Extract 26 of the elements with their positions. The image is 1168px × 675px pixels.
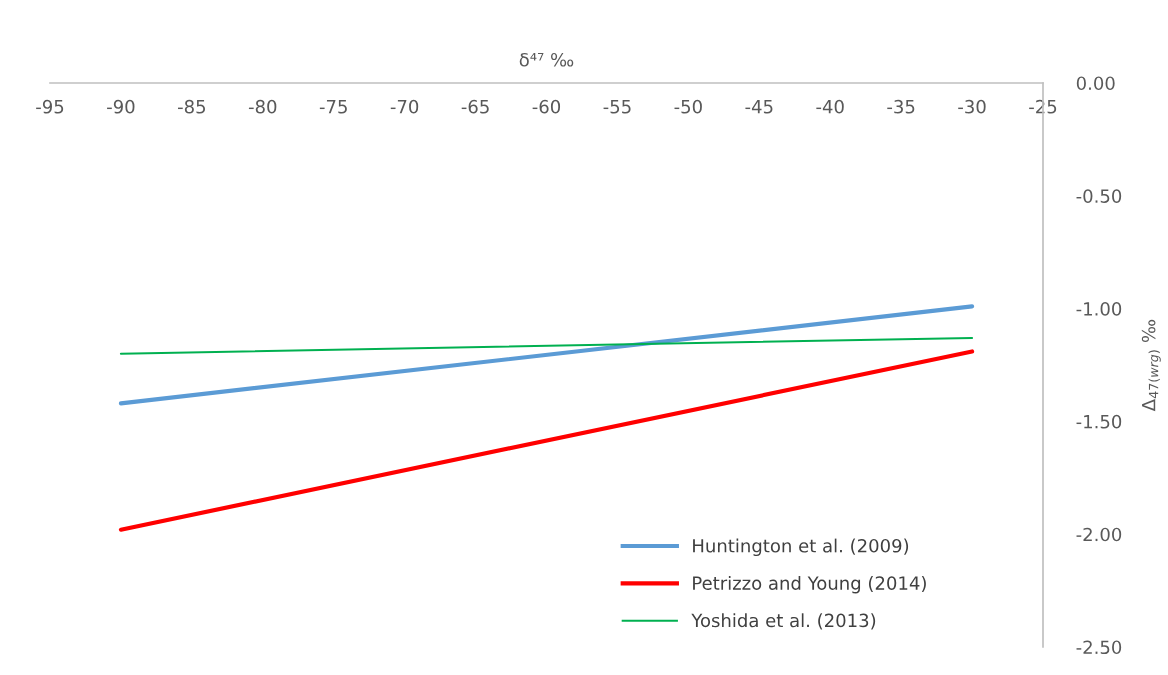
x-tick-label: -90 bbox=[107, 99, 135, 114]
y-tick-label: -2.50 bbox=[1076, 640, 1122, 655]
x-tick-label: -30 bbox=[958, 99, 986, 114]
legend-label: Petrizzo and Young (2014) bbox=[693, 575, 926, 594]
x-tick-label: -35 bbox=[887, 99, 915, 114]
x-tick-label: -60 bbox=[532, 99, 561, 114]
legend-label: Yoshida et al. (2013) bbox=[691, 613, 876, 630]
legend-label: Huntington et al. (2009) bbox=[693, 538, 909, 557]
y-axis-title: Δ$_{47(wrg)}$ ‰ bbox=[1141, 319, 1161, 412]
x-tick-label: -50 bbox=[674, 99, 702, 114]
y-tick-label: -1.00 bbox=[1076, 302, 1122, 316]
x-tick-label: -95 bbox=[36, 99, 64, 114]
x-tick-label: -70 bbox=[390, 99, 419, 114]
y-tick-label: 0.00 bbox=[1076, 76, 1115, 91]
x-tick-label: -80 bbox=[248, 99, 277, 114]
y-tick-label: -0.50 bbox=[1076, 189, 1122, 203]
x-tick-label: -40 bbox=[816, 99, 844, 114]
x-tick-label: -75 bbox=[319, 100, 347, 114]
x-tick-label: -65 bbox=[461, 99, 489, 114]
x-tick-label: -55 bbox=[603, 100, 631, 114]
y-tick-label: -1.50 bbox=[1076, 414, 1122, 429]
x-axis-title: δ⁴⁷ ‰ bbox=[519, 52, 574, 67]
x-tick-label: -45 bbox=[745, 100, 773, 114]
x-tick-label: -25 bbox=[1029, 99, 1057, 114]
x-tick-label: -85 bbox=[178, 99, 206, 114]
y-tick-label: -2.00 bbox=[1076, 527, 1122, 542]
